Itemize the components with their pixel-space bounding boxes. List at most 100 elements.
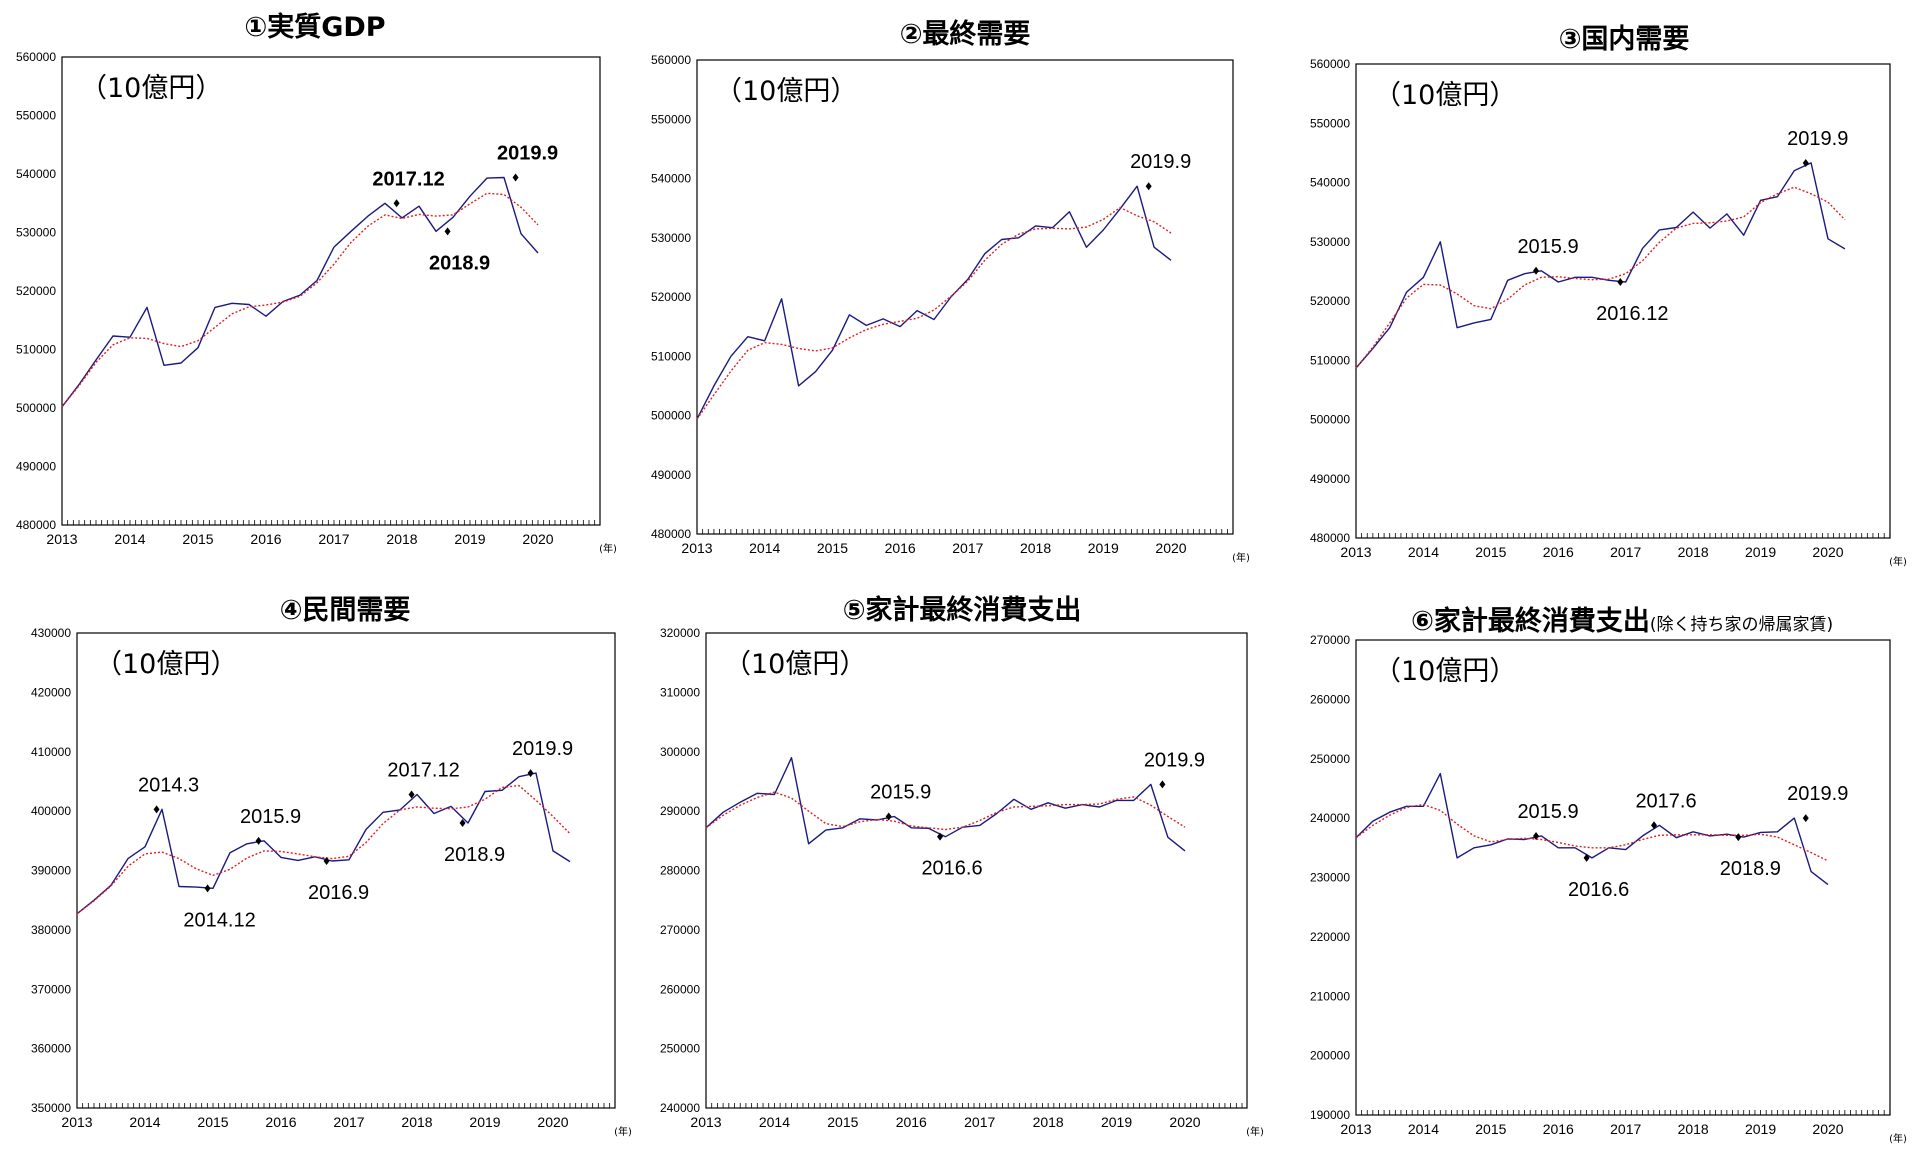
x-tick-label: 2013 <box>690 1114 721 1130</box>
y-tick-label: 300000 <box>660 745 700 759</box>
y-tick-label: 500000 <box>16 401 56 415</box>
y-tick-label: 400000 <box>31 804 71 818</box>
chart-title: ②最終需要 <box>900 18 1031 50</box>
y-tick-label: 240000 <box>660 1101 700 1115</box>
plot-frame <box>76 632 616 1109</box>
x-tick-label: 2013 <box>1340 544 1371 560</box>
trend-series-line <box>705 791 1186 831</box>
turning-point-marker <box>1145 182 1152 191</box>
x-tick-label: 2013 <box>61 1114 92 1130</box>
turning-point-label: 2019.9 <box>497 143 558 165</box>
y-tick-label: 200000 <box>1310 1049 1350 1063</box>
y-tick-label: 560000 <box>1310 57 1350 71</box>
y-tick-label: 540000 <box>16 167 56 181</box>
y-tick-label: 550000 <box>1310 116 1350 130</box>
unit-label: （10億円） <box>715 76 857 107</box>
x-tick-label: 2018 <box>386 531 417 547</box>
trend-series-line <box>61 192 539 408</box>
y-tick-label: 210000 <box>1310 989 1350 1003</box>
x-tick-label: 2014 <box>1408 544 1439 560</box>
actual-series-line <box>76 772 571 915</box>
y-tick-label: 550000 <box>651 112 691 126</box>
actual-series-line <box>1355 772 1829 886</box>
x-tick-label: 2019 <box>1745 544 1776 560</box>
turning-point-label: 2014.12 <box>183 909 255 931</box>
x-tick-label: 2020 <box>537 1114 568 1130</box>
turning-point-marker <box>1533 266 1540 275</box>
unit-label: （10億円） <box>80 73 222 104</box>
actual-series-line <box>1355 162 1846 369</box>
y-tick-label: 520000 <box>16 284 56 298</box>
turning-point-label: 2015.9 <box>870 781 931 803</box>
trend-series-line <box>76 784 571 915</box>
turning-point-marker <box>1617 278 1624 287</box>
turning-point-label: 2019.9 <box>512 738 573 760</box>
x-tick-label: 2014 <box>749 540 780 556</box>
y-tick-label: 560000 <box>16 50 56 64</box>
turning-point-label: 2016.6 <box>1568 879 1629 901</box>
x-tick-label: 2018 <box>1033 1114 1064 1130</box>
x-tick-label: 2018 <box>401 1114 432 1130</box>
x-tick-label: 2019 <box>1101 1114 1132 1130</box>
turning-point-marker <box>255 836 262 845</box>
x-tick-label: 2017 <box>964 1114 995 1130</box>
turning-point-marker <box>323 857 330 865</box>
unit-label: （10億円） <box>724 649 866 680</box>
x-tick-label: 2015 <box>1475 1121 1506 1137</box>
plot-frame <box>61 56 601 526</box>
y-tick-label: 350000 <box>31 1101 71 1115</box>
turning-point-marker <box>393 199 400 208</box>
turning-point-label: 2018.9 <box>429 252 490 274</box>
x-tick-label: 2017 <box>318 531 349 547</box>
x-unit-label: (年) <box>599 542 617 555</box>
turning-point-marker <box>1651 821 1658 830</box>
turning-point-label: 2016.6 <box>921 858 982 880</box>
y-tick-label: 260000 <box>660 982 700 996</box>
actual-series-line <box>696 185 1172 420</box>
trend-series-line <box>1355 186 1846 369</box>
turning-point-label: 2015.9 <box>1517 801 1578 823</box>
x-tick-label: 2019 <box>1745 1121 1776 1137</box>
x-tick-label: 2016 <box>1543 1121 1574 1137</box>
x-tick-label: 2018 <box>1678 544 1709 560</box>
x-tick-label: 2017 <box>333 1114 364 1130</box>
turning-point-marker <box>153 805 160 814</box>
y-tick-label: 320000 <box>660 626 700 640</box>
x-tick-label: 2018 <box>1020 540 1051 556</box>
turning-point-marker <box>1802 158 1809 167</box>
x-tick-label: 2020 <box>1812 544 1843 560</box>
x-tick-label: 2019 <box>469 1114 500 1130</box>
y-tick-label: 550000 <box>16 109 56 123</box>
y-tick-label: 430000 <box>31 626 71 640</box>
x-tick-label: 2020 <box>522 531 553 547</box>
turning-point-label: 2015.9 <box>240 806 301 828</box>
x-tick-label: 2016 <box>896 1114 927 1130</box>
y-tick-label: 270000 <box>660 923 700 937</box>
y-tick-label: 560000 <box>651 53 691 67</box>
y-tick-label: 530000 <box>16 226 56 240</box>
y-tick-label: 280000 <box>660 864 700 878</box>
plot-frame <box>696 59 1234 535</box>
turning-point-label: 2014.3 <box>138 774 199 796</box>
x-tick-label: 2016 <box>265 1114 296 1130</box>
y-tick-label: 520000 <box>651 290 691 304</box>
actual-series-line <box>61 176 539 408</box>
y-tick-label: 500000 <box>651 409 691 423</box>
actual-series-line <box>705 757 1186 852</box>
y-tick-label: 370000 <box>31 982 71 996</box>
x-tick-label: 2015 <box>817 540 848 556</box>
x-tick-label: 2015 <box>1475 544 1506 560</box>
x-tick-label: 2013 <box>681 540 712 556</box>
y-tick-label: 490000 <box>16 460 56 474</box>
y-tick-label: 510000 <box>16 343 56 357</box>
turning-point-marker <box>937 832 944 841</box>
y-tick-label: 490000 <box>651 468 691 482</box>
x-tick-label: 2017 <box>1610 544 1641 560</box>
chart-title: ③国内需要 <box>1559 24 1690 55</box>
y-tick-label: 190000 <box>1310 1108 1350 1122</box>
chart-panel: ④民間需要 （10億円） 350000 360000 370000 380000 39000… <box>31 595 632 1138</box>
chart-title: ①実質GDP <box>244 11 385 43</box>
y-tick-label: 530000 <box>651 231 691 245</box>
x-tick-label: 2019 <box>1088 540 1119 556</box>
x-tick-label: 2015 <box>182 531 213 547</box>
